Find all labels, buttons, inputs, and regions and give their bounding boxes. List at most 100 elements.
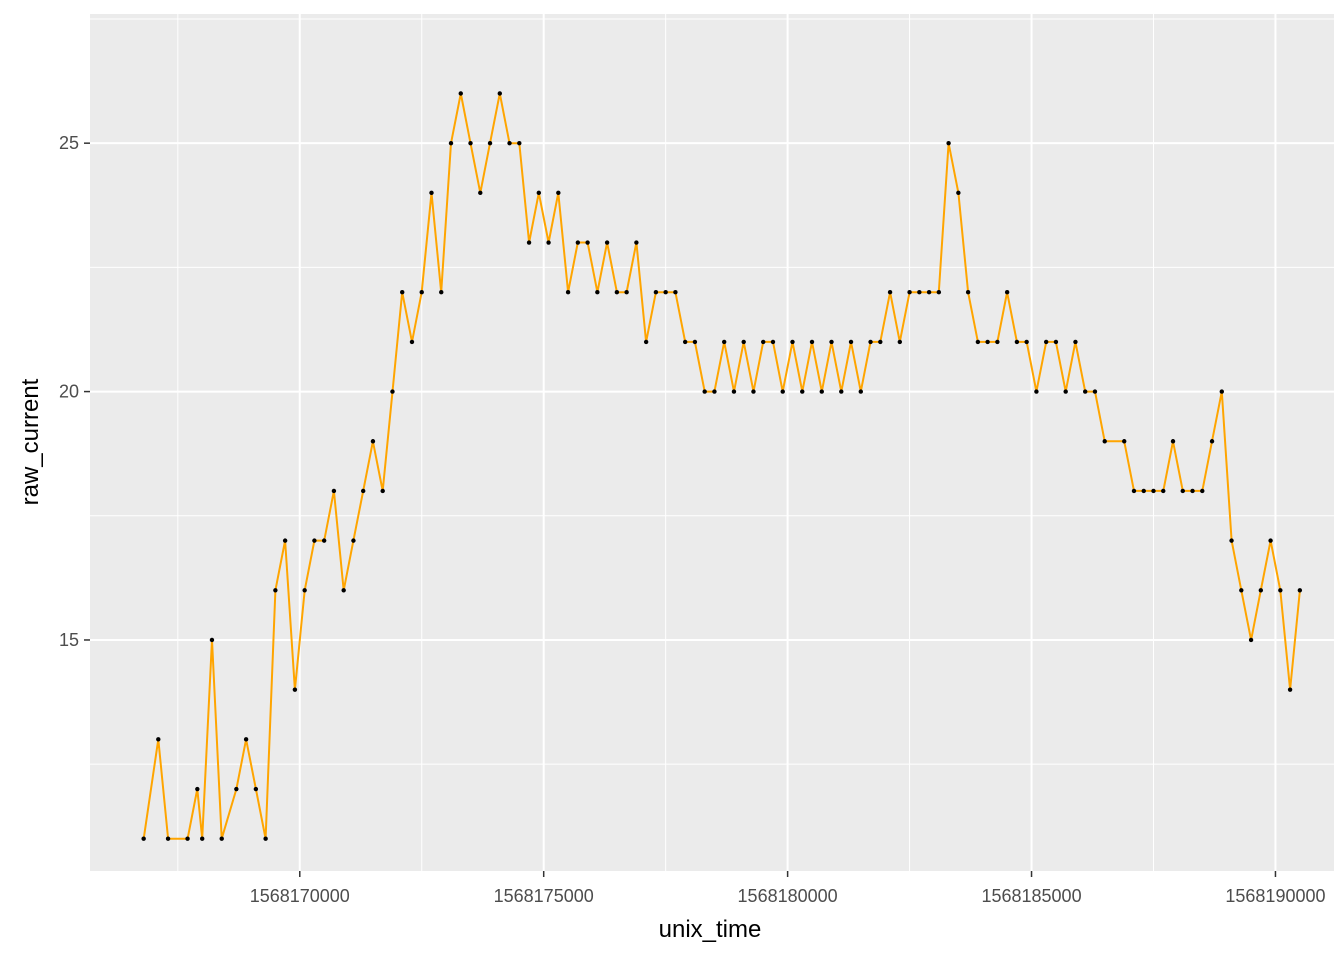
- data-point: [692, 339, 698, 345]
- data-point: [517, 140, 522, 146]
- data-point: [546, 240, 551, 245]
- data-point: [292, 687, 298, 692]
- data-point: [468, 140, 473, 146]
- data-point: [1063, 389, 1068, 394]
- data-point: [429, 190, 434, 196]
- data-point: [536, 190, 542, 196]
- data-point: [663, 290, 668, 295]
- data-point: [282, 538, 288, 543]
- x-tick-label: 1568180000: [738, 886, 838, 906]
- x-axis-title: unix_time: [659, 916, 762, 943]
- data-point: [478, 190, 483, 196]
- data-point: [917, 290, 922, 295]
- data-point: [321, 538, 327, 543]
- data-point: [312, 538, 317, 543]
- data-point: [848, 339, 854, 345]
- data-point: [273, 588, 278, 593]
- data-point: [1083, 389, 1088, 394]
- data-point: [1258, 588, 1264, 593]
- data-point: [887, 290, 893, 295]
- data-point: [721, 339, 727, 345]
- data-point: [643, 339, 649, 345]
- x-tick-label: 1568190000: [1225, 886, 1325, 906]
- data-point: [556, 190, 561, 196]
- data-point: [409, 339, 415, 345]
- data-point: [1209, 439, 1215, 444]
- data-point: [497, 91, 502, 96]
- y-tick-label: 15: [59, 630, 79, 650]
- data-point: [263, 836, 268, 841]
- data-point: [1004, 290, 1010, 295]
- data-point: [702, 389, 707, 394]
- data-point: [682, 339, 688, 345]
- data-point: [448, 140, 454, 146]
- x-tick-label: 1568185000: [981, 886, 1081, 906]
- data-point: [585, 240, 590, 245]
- data-point: [243, 737, 249, 742]
- data-point: [1131, 488, 1137, 494]
- data-point: [209, 637, 215, 643]
- data-point: [487, 140, 493, 146]
- data-point: [219, 836, 224, 841]
- data-point: [985, 339, 990, 345]
- data-point: [1297, 588, 1303, 593]
- data-point: [458, 91, 463, 96]
- data-point: [751, 389, 756, 394]
- data-point: [595, 290, 600, 295]
- data-point: [868, 339, 873, 345]
- data-point: [200, 836, 205, 841]
- data-point: [995, 339, 1000, 345]
- y-tick-label: 20: [59, 382, 79, 402]
- data-point: [1024, 339, 1029, 345]
- data-point: [897, 339, 903, 345]
- data-point: [1034, 389, 1039, 394]
- data-point: [234, 786, 239, 792]
- data-point: [731, 389, 737, 394]
- y-tick-label: 25: [59, 133, 79, 153]
- data-point: [1161, 488, 1166, 494]
- data-point: [673, 290, 678, 295]
- x-tick-label: 1568170000: [250, 886, 350, 906]
- x-tick-label: 1568175000: [494, 886, 594, 906]
- data-point: [439, 290, 444, 295]
- data-point: [507, 140, 512, 146]
- data-point: [156, 737, 161, 742]
- data-point: [1248, 637, 1254, 643]
- data-point: [1190, 488, 1195, 494]
- y-axis-title: raw_current: [17, 378, 44, 505]
- data-point: [331, 488, 337, 494]
- data-point: [829, 339, 834, 345]
- data-point: [1170, 439, 1176, 444]
- data-point: [1287, 687, 1293, 692]
- data-point: [1239, 588, 1244, 593]
- data-point: [380, 488, 385, 494]
- data-point: [624, 290, 629, 295]
- data-point: [946, 140, 951, 146]
- data-point: [141, 836, 146, 841]
- data-point: [761, 339, 766, 345]
- data-point: [819, 389, 824, 394]
- data-point: [965, 290, 971, 295]
- data-point: [1180, 488, 1185, 494]
- data-point: [526, 240, 532, 245]
- data-point: [390, 389, 395, 394]
- data-point: [1229, 538, 1234, 543]
- data-point: [165, 836, 171, 841]
- data-point: [1219, 389, 1224, 394]
- data-point: [400, 290, 405, 295]
- data-point: [741, 339, 746, 345]
- data-point: [185, 836, 190, 841]
- data-point: [1092, 389, 1098, 394]
- data-point: [1141, 488, 1146, 494]
- data-point: [360, 488, 366, 494]
- data-point: [614, 290, 620, 295]
- plot-panel: [90, 14, 1334, 871]
- data-point: [351, 538, 356, 543]
- data-point: [809, 339, 815, 345]
- grid-major: [90, 14, 1334, 871]
- data-point: [712, 389, 717, 394]
- data-point: [780, 389, 785, 394]
- data-point: [975, 339, 981, 345]
- data-point: [1278, 588, 1283, 593]
